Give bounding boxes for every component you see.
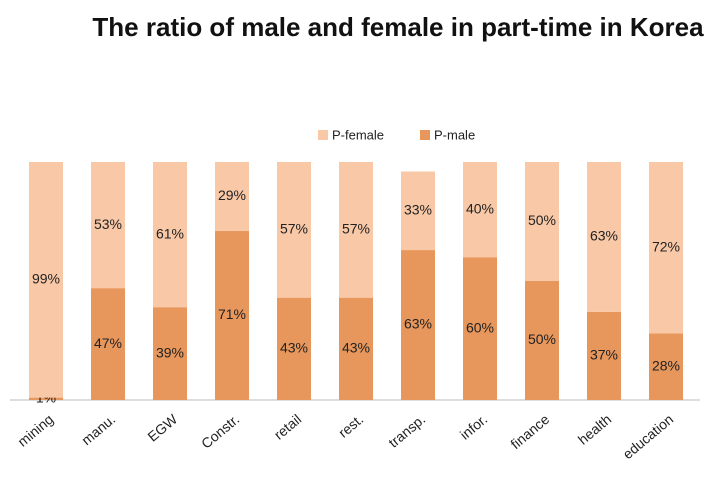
value-label: 43% [280, 340, 308, 356]
value-label: 57% [342, 221, 370, 237]
value-label: 72% [652, 238, 680, 254]
bar-segment [215, 231, 249, 400]
value-label: 57% [280, 221, 308, 237]
bar-segment [29, 162, 63, 398]
x-tick-label: retail [271, 411, 305, 443]
bar-segment [587, 311, 621, 400]
x-tick-label: education [620, 411, 677, 462]
value-label: 99% [32, 271, 60, 287]
x-tick-label: finance [507, 411, 552, 452]
legend-swatch [420, 130, 430, 140]
legend-label: P-male [434, 127, 475, 142]
chart-title: The ratio of male and female in part-tim… [92, 12, 704, 42]
x-tick-label: health [575, 411, 615, 448]
bar-segment [587, 162, 621, 312]
value-label: 63% [590, 228, 618, 244]
bar-segment [463, 257, 497, 400]
bar-segment [649, 333, 683, 400]
x-tick-label: Constr. [198, 411, 242, 452]
value-label: 28% [652, 357, 680, 373]
bar-segment [277, 297, 311, 400]
bar-segment [525, 281, 559, 400]
bar-segment [91, 162, 125, 289]
bar-segment [153, 307, 187, 400]
value-label: 37% [590, 347, 618, 363]
value-label: 63% [404, 316, 432, 332]
x-tick-label: EGW [144, 410, 181, 444]
bar-segment [525, 162, 559, 281]
value-label: 50% [528, 212, 556, 228]
bar-segment [91, 288, 125, 400]
bar-segment [401, 171, 435, 251]
bar-segment [153, 162, 187, 308]
legend-label: P-female [332, 127, 384, 142]
bar-segment [401, 250, 435, 400]
value-label: 29% [218, 187, 246, 203]
value-label: 53% [94, 216, 122, 232]
bar-segment [277, 162, 311, 298]
bar-segment [649, 162, 683, 334]
value-label: 60% [466, 319, 494, 335]
bar-segment [463, 162, 497, 258]
bar-segment [29, 397, 63, 400]
bar-segment [339, 297, 373, 400]
value-label: 71% [218, 306, 246, 322]
value-label: 40% [466, 200, 494, 216]
value-label: 47% [94, 335, 122, 351]
legend-swatch [318, 130, 328, 140]
x-tick-label: infor. [457, 411, 491, 443]
value-label: 43% [342, 340, 370, 356]
x-tick-label: mining [14, 411, 56, 450]
bar-segment [339, 162, 373, 298]
value-label: 33% [404, 201, 432, 217]
bar-segment [215, 162, 249, 232]
x-tick-label: transp. [385, 411, 428, 451]
x-tick-label: manu. [78, 411, 118, 448]
value-label: 61% [156, 225, 184, 241]
value-label: 50% [528, 331, 556, 347]
x-tick-label: rest. [335, 411, 366, 441]
value-label: 39% [156, 344, 184, 360]
